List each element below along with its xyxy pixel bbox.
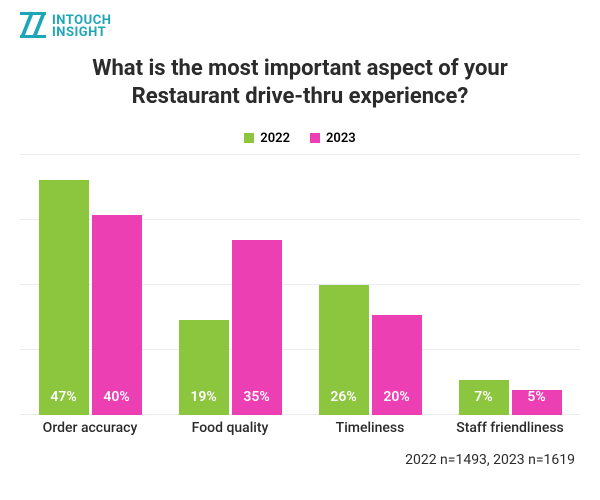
chart-legend: 2022 2023 [0, 128, 600, 147]
logo-text: INTOUCH INSIGHT [52, 15, 111, 40]
legend-swatch-2023 [310, 133, 320, 143]
legend-label-2022: 2022 [260, 131, 290, 146]
legend-swatch-2022 [244, 133, 254, 143]
bar-value-label: 40% [103, 389, 129, 415]
bar-group: 19% 35% [160, 240, 300, 415]
category-label: Timeliness [300, 420, 440, 436]
bar-2022: 47% [39, 180, 89, 415]
bar-value-label: 26% [330, 389, 356, 415]
bar-group: 7% 5% [440, 380, 580, 415]
bar-value-label: 47% [50, 389, 76, 415]
chart-footnote: 2022 n=1493, 2023 n=1619 [405, 452, 575, 468]
logo-mark-icon [20, 12, 46, 42]
bar-2022: 19% [179, 320, 229, 415]
bar-value-label: 7% [474, 389, 492, 415]
bar-2022: 26% [319, 285, 369, 415]
legend-item-2022: 2022 [244, 131, 290, 146]
chart-plot-area: 47% 40% 19% 35% 26% 20% 7% 5% [20, 155, 580, 415]
bar-2023: 5% [512, 390, 562, 415]
legend-item-2023: 2023 [310, 131, 356, 146]
legend-label-2023: 2023 [326, 131, 356, 146]
brand-logo: INTOUCH INSIGHT [20, 12, 111, 42]
bar-value-label: 20% [383, 389, 409, 415]
bar-2023: 35% [232, 240, 282, 415]
grid-line [20, 154, 580, 155]
bar-2023: 40% [92, 215, 142, 415]
logo-text-line2: INSIGHT [52, 27, 111, 39]
bar-value-label: 19% [190, 389, 216, 415]
category-label: Staff friendliness [440, 420, 580, 436]
chart-title: What is the most important aspect of you… [0, 55, 600, 110]
bar-2022: 7% [459, 380, 509, 415]
category-label: Food quality [160, 420, 300, 436]
bar-value-label: 35% [243, 389, 269, 415]
bar-2023: 20% [372, 315, 422, 415]
bar-group: 47% 40% [20, 180, 160, 415]
bar-value-label: 5% [527, 389, 545, 415]
bar-group: 26% 20% [300, 285, 440, 415]
category-label: Order accuracy [20, 420, 160, 436]
